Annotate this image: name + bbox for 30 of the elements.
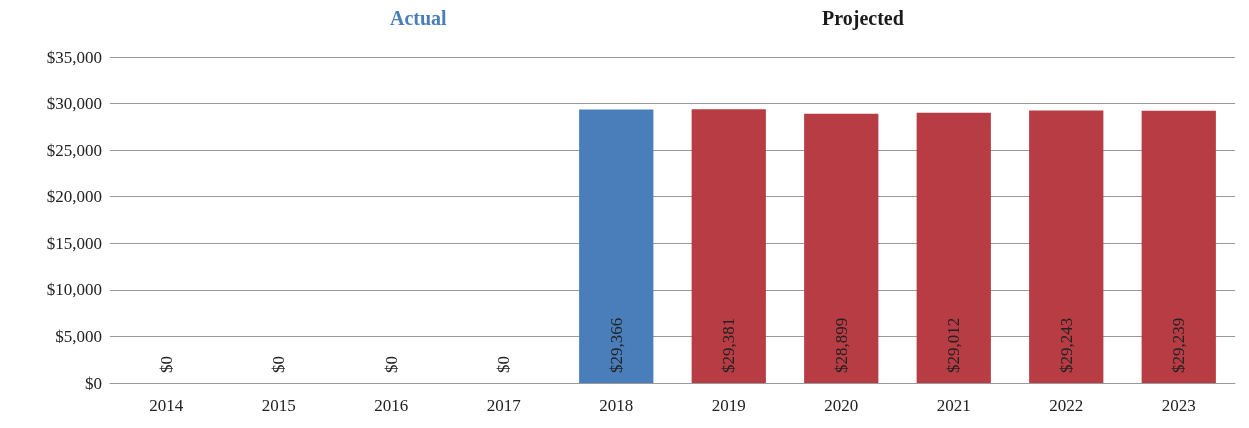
- text: Actual: [390, 7, 448, 29]
- data-label: $0: [156, 356, 176, 373]
- x-tick-label: 2019: [711, 396, 746, 415]
- y-tick-label: $5,000: [55, 326, 102, 346]
- data-label: $0: [381, 356, 401, 373]
- data-label: $29,381: [719, 317, 739, 373]
- x-tick-label: 2018: [599, 396, 634, 415]
- y-tick-label: $20,000: [46, 187, 102, 207]
- data-label: $29,243: [1056, 317, 1076, 373]
- data-label: $28,899: [831, 317, 851, 373]
- x-tick-label: 2022: [1049, 396, 1084, 415]
- y-tick-label: $15,000: [46, 233, 102, 253]
- x-tick-label: 2015: [261, 396, 296, 415]
- data-label: $0: [269, 356, 289, 373]
- y-tick-label: $25,000: [46, 140, 102, 160]
- text: Projected: [822, 7, 904, 30]
- x-tick-label: 2014: [149, 396, 184, 415]
- data-label: $0: [494, 356, 514, 373]
- x-tick-label: 2020: [824, 396, 859, 415]
- y-tick-label: $30,000: [46, 94, 102, 114]
- x-tick-label: 2016: [374, 396, 409, 415]
- y-tick-label: $35,000: [46, 47, 102, 67]
- x-tick-label: 2017: [486, 396, 522, 415]
- data-label: $29,239: [1169, 317, 1189, 373]
- y-tick-label: $10,000: [46, 280, 102, 300]
- data-label: $29,366: [606, 317, 626, 373]
- x-tick-label: 2023: [1161, 396, 1196, 415]
- y-tick-label: $0: [85, 373, 102, 393]
- data-label: $29,012: [944, 317, 964, 373]
- x-tick-label: 2021: [936, 396, 971, 415]
